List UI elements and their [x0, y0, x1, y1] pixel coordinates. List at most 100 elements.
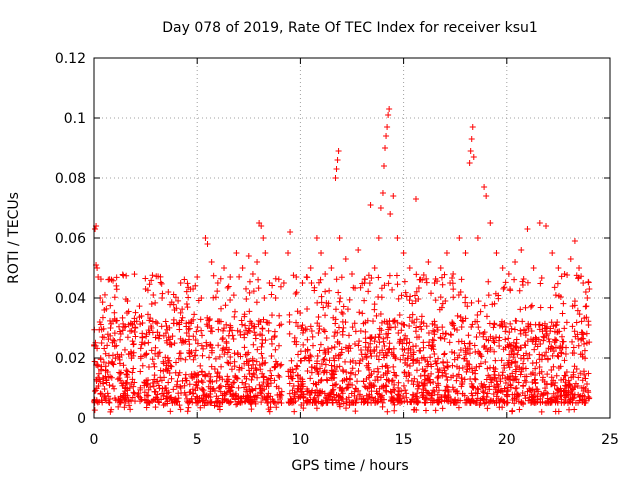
data-point-peak [530, 265, 537, 271]
data-point [346, 375, 353, 382]
data-point [157, 279, 164, 286]
data-point [326, 287, 333, 294]
data-point [540, 333, 547, 340]
data-point [332, 368, 339, 375]
data-point [457, 347, 464, 354]
data-point [251, 323, 258, 330]
data-point [401, 369, 408, 376]
data-point [547, 396, 554, 403]
data-point [561, 357, 568, 364]
data-point [411, 375, 418, 382]
data-point [231, 313, 238, 320]
data-point [371, 301, 378, 308]
data-point [502, 324, 509, 331]
data-point [536, 370, 543, 377]
data-point [477, 351, 484, 358]
data-point-peak [285, 250, 292, 256]
data-point [323, 394, 330, 401]
data-point-peak [208, 259, 215, 265]
data-point [349, 324, 356, 331]
data-point [483, 376, 490, 383]
data-point [321, 390, 328, 397]
data-point [207, 373, 214, 380]
data-point [449, 362, 456, 369]
data-point [328, 345, 335, 352]
data-point [210, 272, 217, 279]
data-point [100, 359, 107, 366]
data-point [130, 365, 137, 372]
data-point [339, 378, 346, 385]
data-point [506, 351, 513, 358]
data-point [500, 285, 507, 292]
data-point [168, 375, 175, 382]
data-point [106, 382, 113, 389]
data-point [150, 383, 157, 390]
data-point [455, 404, 462, 411]
data-point [293, 365, 300, 372]
data-point [523, 379, 530, 386]
data-point [165, 334, 172, 341]
data-point [275, 276, 282, 283]
data-point [462, 399, 469, 406]
data-point [414, 390, 421, 397]
data-point [379, 399, 386, 406]
data-point [174, 378, 181, 385]
data-point [558, 377, 565, 384]
data-point [121, 324, 128, 331]
data-point [419, 393, 426, 400]
data-point [278, 388, 285, 395]
data-point [571, 298, 578, 305]
data-point [304, 387, 311, 394]
data-point [387, 324, 394, 331]
data-point [252, 365, 259, 372]
data-point [179, 377, 186, 384]
data-point [229, 327, 236, 334]
data-point [262, 359, 269, 366]
data-point [288, 397, 295, 404]
data-point-peak [467, 148, 474, 154]
data-point [107, 332, 114, 339]
data-point [398, 387, 405, 394]
data-point [151, 388, 158, 395]
data-point [105, 336, 112, 343]
data-point [393, 372, 400, 379]
data-point [514, 351, 521, 358]
data-point [430, 387, 437, 394]
data-point [550, 323, 557, 330]
data-point [381, 282, 388, 289]
data-point [347, 358, 354, 365]
data-point [304, 306, 311, 313]
data-point [212, 294, 219, 301]
data-point [340, 303, 347, 310]
data-point [246, 308, 253, 315]
data-point-peak [493, 250, 500, 256]
data-point [384, 334, 391, 341]
data-point [299, 322, 306, 329]
data-point [342, 358, 349, 365]
data-point [125, 308, 132, 315]
data-point [297, 357, 304, 364]
data-point-peak [280, 280, 287, 286]
data-point [570, 369, 577, 376]
data-point [224, 349, 231, 356]
x-tick-label: 5 [193, 432, 202, 448]
data-point [107, 302, 114, 309]
data-point [269, 282, 276, 289]
data-point-peak [202, 235, 209, 241]
data-point [490, 337, 497, 344]
data-point [250, 288, 257, 295]
data-point [155, 398, 162, 405]
data-point [365, 344, 372, 351]
data-point [569, 303, 576, 310]
data-point [377, 374, 384, 381]
data-point [346, 296, 353, 303]
data-point [321, 347, 328, 354]
data-point [465, 332, 472, 339]
data-point [473, 399, 480, 406]
data-point [222, 391, 229, 398]
data-point [304, 336, 311, 343]
data-point [371, 338, 378, 345]
data-point [412, 393, 419, 400]
data-point [371, 306, 378, 313]
data-point-peak [375, 235, 382, 241]
